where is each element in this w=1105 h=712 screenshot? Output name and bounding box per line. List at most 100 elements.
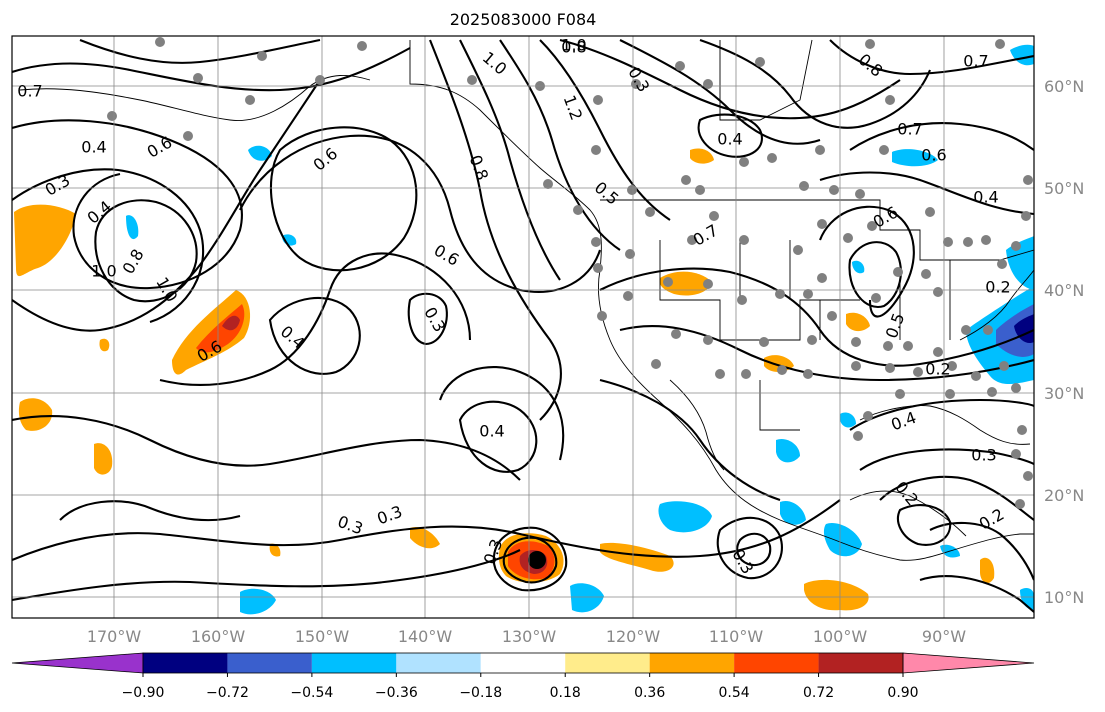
- station-dot: [893, 267, 903, 277]
- station-dot: [815, 145, 825, 155]
- contour-line: [239, 134, 601, 293]
- contour-line: [849, 122, 1034, 151]
- contour-line: [716, 516, 783, 580]
- station-dot: [961, 325, 971, 335]
- latitude-label: 10°N: [1044, 588, 1084, 607]
- contour-line: [12, 168, 205, 324]
- station-dot: [921, 269, 931, 279]
- shading-patch: [780, 500, 806, 525]
- station-dot: [885, 95, 895, 105]
- contour-label: 0.4: [81, 138, 106, 157]
- station-dot: [593, 263, 603, 273]
- shading-patch: [659, 271, 712, 296]
- station-dot: [855, 189, 865, 199]
- contour-line: [736, 532, 772, 566]
- longitude-label: 140°W: [398, 627, 453, 646]
- station-dot: [863, 411, 873, 421]
- contour-label: 0.2: [985, 278, 1010, 297]
- contour-label-group: 0.4 0.60.30.71.0 0.80.41.00.6 0.40.60.30.60…: [17, 36, 1010, 577]
- coastline: [959, 269, 1034, 341]
- latitude-label: 30°N: [1044, 384, 1084, 403]
- station-dot: [257, 51, 267, 61]
- coastline: [859, 405, 1031, 445]
- shading-patch: [18, 398, 53, 431]
- longitude-labels: 170°W 160°W 150°W 140°W 130°W 120°W 110°W 100°W…: [87, 627, 966, 646]
- station-dot: [573, 205, 583, 215]
- contour-line: [829, 39, 1034, 76]
- station-dot: [995, 39, 1005, 49]
- station-dot: [865, 39, 875, 49]
- contour-label: 0.3: [971, 446, 996, 465]
- contour-line: [12, 47, 411, 92]
- station-dot: [999, 361, 1009, 371]
- contour-line: [929, 521, 1034, 581]
- station-dot: [867, 221, 877, 231]
- station-dot: [651, 359, 661, 369]
- station-dot: [1021, 211, 1031, 221]
- station-dot: [799, 181, 809, 191]
- station-dot: [971, 371, 981, 381]
- station-dot: [1017, 425, 1027, 435]
- colorbar-tick-label: −0.72: [206, 685, 249, 701]
- station-dot: [709, 211, 719, 221]
- shading-patch: [892, 149, 938, 167]
- contour-line: [819, 205, 915, 318]
- longitude-label: 110°W: [709, 627, 764, 646]
- station-dot: [1015, 499, 1025, 509]
- contour-line: [502, 536, 558, 584]
- station-dot: [879, 145, 889, 155]
- figure-title: 2025083000 F084: [450, 10, 597, 29]
- shading-patch: [776, 438, 800, 463]
- colorbar-segment: [565, 653, 650, 673]
- colorbar-segment: [649, 653, 735, 673]
- contour-line: [439, 366, 565, 461]
- shading-patch: [658, 501, 712, 533]
- coastline: [849, 490, 967, 537]
- coastline: [669, 379, 725, 471]
- station-dot: [883, 341, 893, 351]
- station-dot: [703, 279, 713, 289]
- contour-line: [268, 296, 361, 375]
- map-frame: [11, 35, 1035, 619]
- contour-line: [429, 39, 562, 421]
- station-dot: [193, 73, 203, 83]
- station-dot: [467, 75, 477, 85]
- longitude-label: 100°W: [813, 627, 868, 646]
- contour-line: [919, 575, 1034, 613]
- longitude-label: 130°W: [502, 627, 557, 646]
- station-dot: [827, 311, 837, 321]
- station-dot: [925, 207, 935, 217]
- station-dot: [183, 131, 193, 141]
- contour-label: 0.4: [973, 188, 998, 207]
- station-dot: [943, 237, 953, 247]
- colorbar: −0.90 −0.72 −0.54 −0.36 −0.18 0.18 0.36 0.54 0.7…: [11, 652, 1035, 701]
- station-dot: [817, 219, 827, 229]
- station-dot: [759, 337, 769, 347]
- contour-label: 0.7: [17, 82, 42, 101]
- station-dot: [945, 389, 955, 399]
- station-dot: [1023, 471, 1033, 481]
- shading-patch: [840, 412, 856, 428]
- station-dot: [903, 341, 913, 351]
- colorbar-segment: [311, 653, 397, 673]
- station-dot: [793, 245, 803, 255]
- shading-patch: [600, 542, 674, 572]
- contour-line: [697, 113, 763, 158]
- contour-label: 0.4: [717, 130, 742, 149]
- station-dot: [627, 185, 637, 195]
- shading-patch: [94, 443, 113, 475]
- shaded-anomalies: [14, 44, 1034, 615]
- longitude-label: 150°W: [295, 627, 350, 646]
- station-dot: [1011, 383, 1021, 393]
- station-dot: [663, 277, 673, 287]
- station-dot: [807, 335, 817, 345]
- station-dot: [829, 185, 839, 195]
- colorbar-segment: [734, 653, 819, 673]
- colorbar-segment: [818, 653, 903, 673]
- contour-line: [12, 119, 243, 290]
- longitude-label: 90°W: [922, 627, 966, 646]
- contour-label: 0.7: [963, 52, 988, 71]
- shading-patch: [14, 204, 76, 277]
- contour-label: 0.6: [921, 146, 946, 165]
- station-dot: [597, 311, 607, 321]
